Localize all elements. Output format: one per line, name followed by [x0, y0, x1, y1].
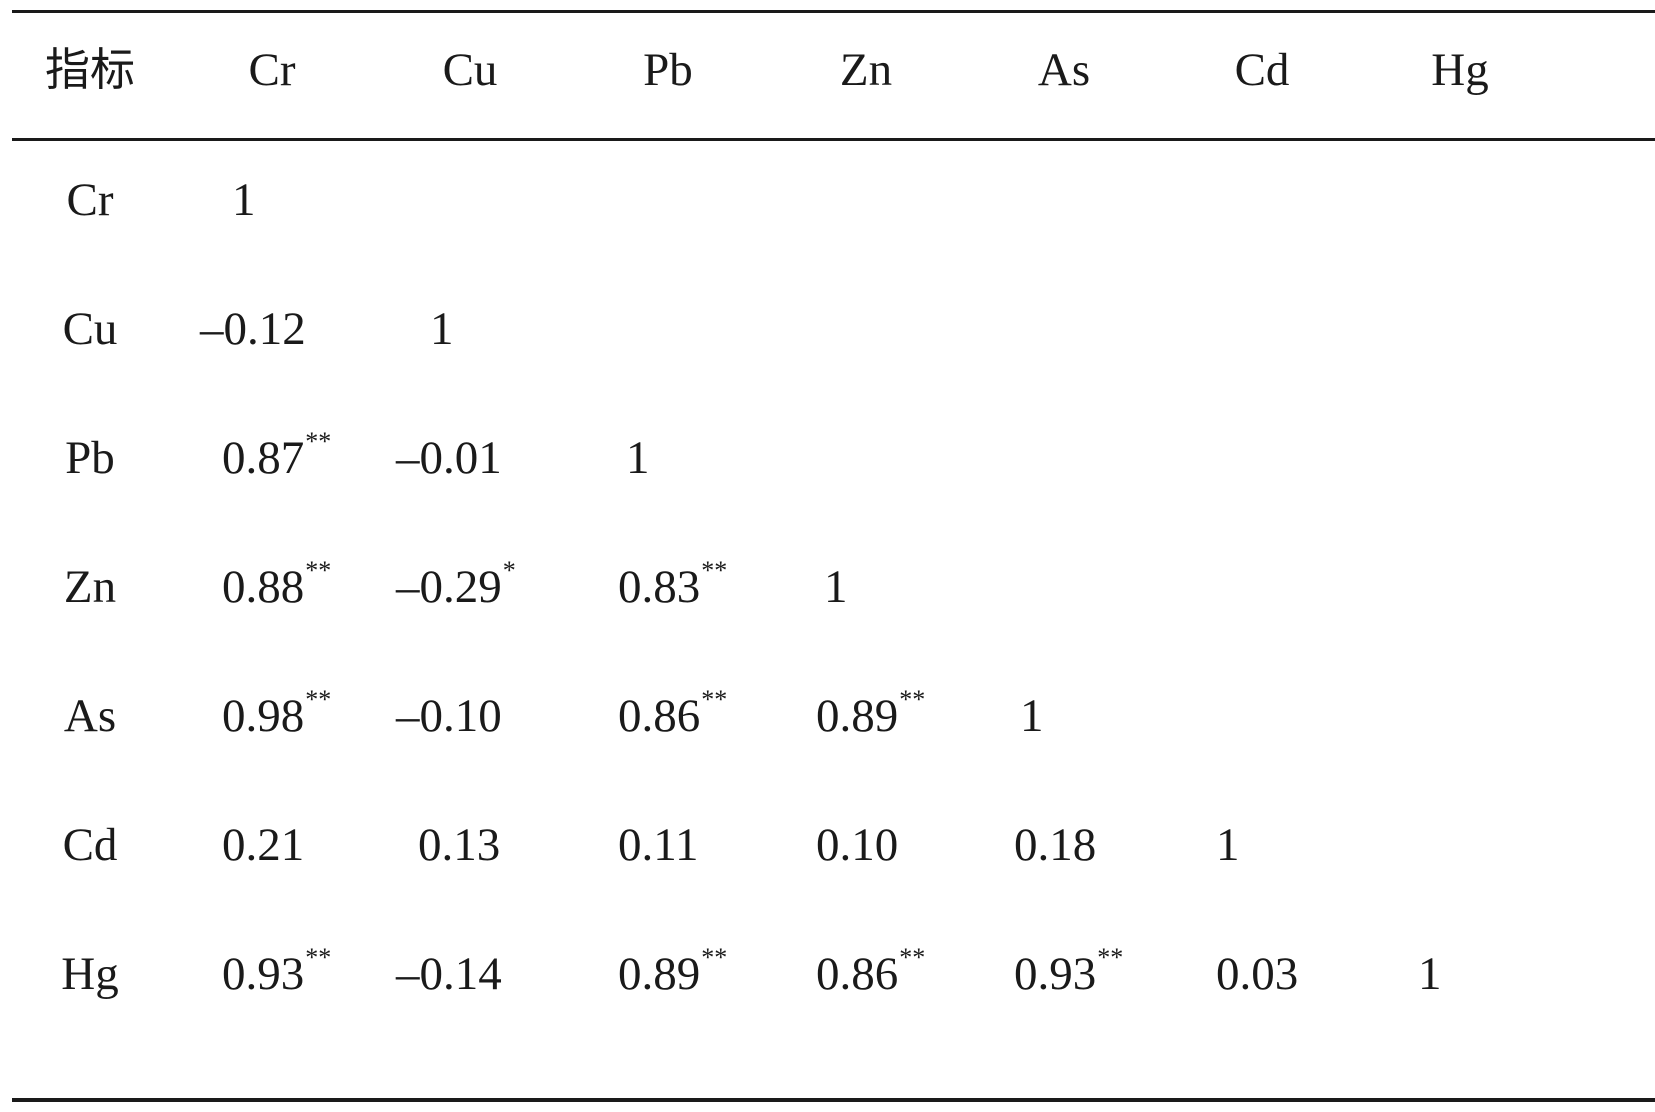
table-cell: 0.11 [618, 815, 699, 875]
cell-value: –0.12 [200, 303, 306, 355]
cell-value: 1 [1418, 948, 1442, 1000]
table-cell: 0.89** [816, 686, 925, 746]
row-label: Cr [66, 174, 114, 226]
table-cell: –0.01 [396, 428, 502, 488]
table-cell: 0.86** [816, 944, 925, 1004]
table-header-rule [12, 138, 1655, 141]
table-bottom-rule [12, 1098, 1655, 1102]
cell-value: 0.18 [1014, 819, 1097, 871]
table-cell: 0.18 [1014, 815, 1096, 875]
cell-value: 0.86 [816, 948, 899, 1000]
table-cell: –0.12 [200, 299, 306, 359]
row-label: As [63, 690, 117, 742]
table-cell: –0.29* [396, 557, 516, 617]
table-cell: 1 [1216, 815, 1240, 875]
table-cell: 0.88** [222, 557, 331, 617]
cell-value: 0.89 [816, 690, 899, 742]
header-cd: Cd [1234, 44, 1290, 96]
significance-marker: ** [1097, 943, 1124, 973]
cell-value: 1 [1020, 690, 1044, 742]
significance-marker: ** [899, 685, 926, 715]
table-cell: 1 [1418, 944, 1442, 1004]
significance-marker: ** [305, 556, 332, 586]
table-cell: 0.13 [418, 815, 500, 875]
cell-value: –0.29 [396, 561, 502, 613]
significance-marker: ** [305, 427, 332, 457]
cell-value: –0.14 [396, 948, 502, 1000]
row-label: Cd [62, 819, 118, 871]
table-cell: 1 [824, 557, 848, 617]
cell-value: 0.93 [1014, 948, 1097, 1000]
header-cr: Cr [248, 44, 296, 96]
table-cell: 0.86** [618, 686, 727, 746]
header-indicator: 指标 [44, 43, 135, 96]
table-top-rule [12, 10, 1655, 13]
table-cell: 1 [430, 299, 454, 359]
cell-value: 1 [1216, 819, 1240, 871]
table-cell: 0.03 [1216, 944, 1298, 1004]
row-label: Pb [65, 432, 115, 484]
significance-marker: ** [701, 943, 728, 973]
table-cell: 0.21 [222, 815, 304, 875]
table-cell: 0.89** [618, 944, 727, 1004]
cell-value: 0.11 [618, 819, 699, 871]
cell-value: 0.98 [222, 690, 305, 742]
cell-value: 0.83 [618, 561, 701, 613]
header-zn: Zn [839, 44, 893, 96]
cell-value: –0.10 [396, 690, 502, 742]
cell-value: 0.13 [418, 819, 501, 871]
significance-marker: ** [305, 943, 332, 973]
significance-marker: ** [899, 943, 926, 973]
cell-value: 0.93 [222, 948, 305, 1000]
significance-marker: ** [305, 685, 332, 715]
row-label: Hg [61, 948, 119, 1000]
cell-value: 0.89 [618, 948, 701, 1000]
header-as: As [1037, 44, 1091, 96]
table-cell: 0.83** [618, 557, 727, 617]
cell-value: 1 [824, 561, 848, 613]
table-cell: 1 [1020, 686, 1044, 746]
significance-marker: ** [701, 556, 728, 586]
cell-value: 0.88 [222, 561, 305, 613]
table-cell: 1 [232, 170, 256, 230]
table-cell: 0.93** [222, 944, 331, 1004]
header-hg: Hg [1431, 44, 1489, 96]
row-label: Zn [63, 561, 117, 613]
cell-value: 0.10 [816, 819, 899, 871]
table-cell: –0.14 [396, 944, 502, 1004]
cell-value: 0.86 [618, 690, 701, 742]
header-pb: Pb [643, 44, 693, 96]
cell-value: 1 [430, 303, 454, 355]
cell-value: 0.21 [222, 819, 305, 871]
table-cell: 0.98** [222, 686, 331, 746]
cell-value: 0.03 [1216, 948, 1299, 1000]
table-cell: 0.93** [1014, 944, 1123, 1004]
table-cell: –0.10 [396, 686, 502, 746]
significance-marker: * [502, 556, 516, 586]
row-label: Cu [62, 303, 118, 355]
table-cell: 0.10 [816, 815, 898, 875]
cell-value: 0.87 [222, 432, 305, 484]
cell-value: 1 [626, 432, 650, 484]
cell-value: 1 [232, 174, 256, 226]
table-cell: 0.87** [222, 428, 331, 488]
table-cell: 1 [626, 428, 650, 488]
header-cu: Cu [442, 44, 498, 96]
significance-marker: ** [701, 685, 728, 715]
cell-value: –0.01 [396, 432, 502, 484]
